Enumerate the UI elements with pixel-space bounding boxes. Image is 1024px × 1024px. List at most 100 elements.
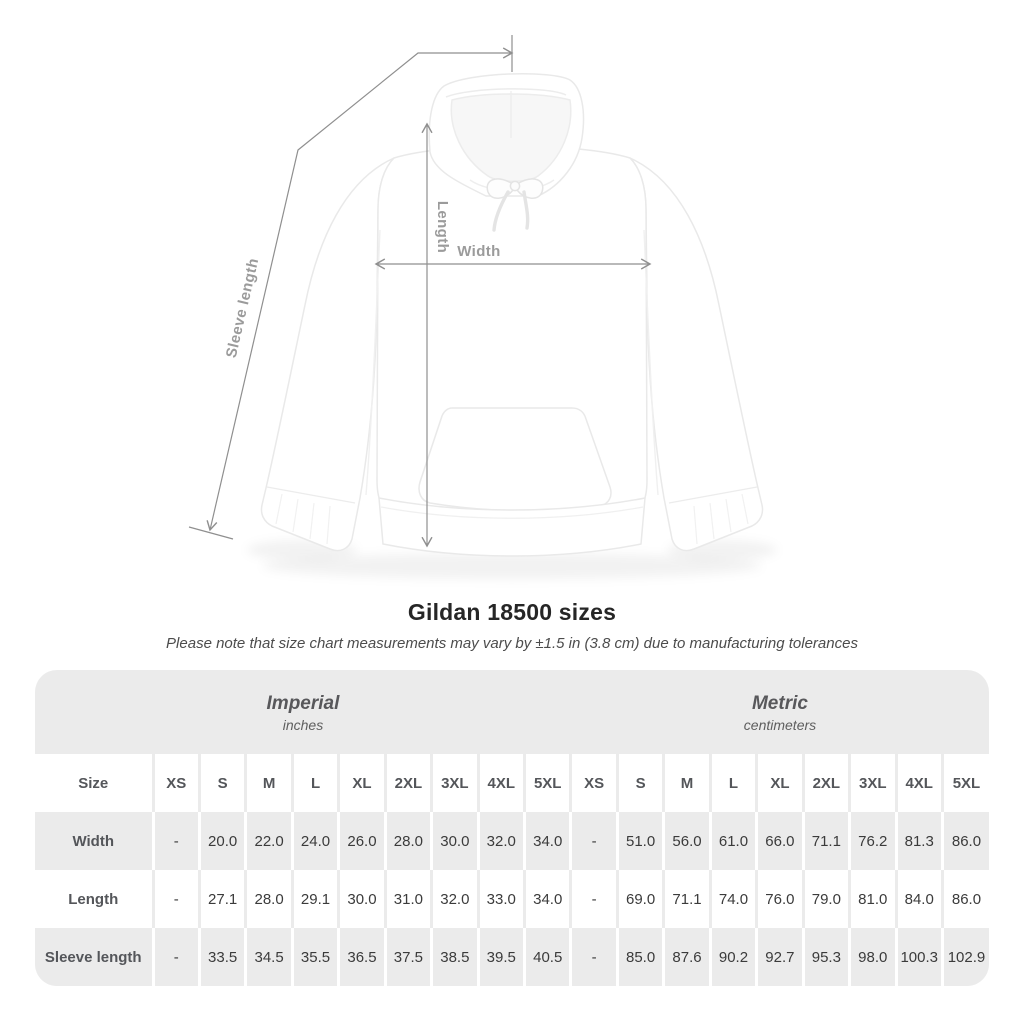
size-column-header: XS xyxy=(570,754,619,812)
size-column-header: M xyxy=(663,754,712,812)
size-column-header: 2XL xyxy=(385,754,434,812)
size-column-header: L xyxy=(292,754,341,812)
size-value-cell: 95.3 xyxy=(803,928,852,986)
size-column-header: XL xyxy=(756,754,805,812)
size-value-cell: 40.5 xyxy=(524,928,573,986)
size-column-header: 4XL xyxy=(896,754,944,812)
imperial-label: Imperial xyxy=(266,693,340,715)
size-column-header: 2XL xyxy=(803,754,852,812)
size-value-cell: 98.0 xyxy=(849,928,898,986)
size-value-cell: 28.0 xyxy=(245,870,294,928)
size-value-cell: 36.5 xyxy=(338,928,387,986)
size-value-cell: 38.5 xyxy=(431,928,480,986)
size-value-cell: 66.0 xyxy=(756,812,805,870)
size-column-header: M xyxy=(245,754,294,812)
size-value-cell: 20.0 xyxy=(199,812,248,870)
size-value-cell: 34.0 xyxy=(524,812,573,870)
size-value-cell: 84.0 xyxy=(896,870,944,928)
measurement-lines xyxy=(188,35,652,548)
size-value-cell: - xyxy=(570,870,619,928)
hoodie-measurement-diagram: Sleeve length Length Width xyxy=(188,35,777,579)
size-value-cell: 39.5 xyxy=(478,928,527,986)
page-subtitle: Please note that size chart measurements… xyxy=(166,635,858,652)
size-value-cell: 34.5 xyxy=(245,928,294,986)
measurement-row-label: Length xyxy=(35,870,155,928)
size-value-cell: - xyxy=(153,928,201,986)
size-value-cell: 34.0 xyxy=(524,870,573,928)
size-value-cell: 32.0 xyxy=(431,870,480,928)
size-value-cell: 90.2 xyxy=(710,928,759,986)
size-value-cell: 37.5 xyxy=(385,928,434,986)
size-header-row: Size XS S M L XL 2XL 3XL 4XL 5XL XS S M L XL 2XL 3XL 4XL… xyxy=(35,754,989,812)
size-value-cell: - xyxy=(570,928,619,986)
size-column-header: XS xyxy=(153,754,201,812)
size-column-header: 5XL xyxy=(524,754,573,812)
size-value-cell: 102.9 xyxy=(942,928,989,986)
measurement-row-label: Sleeve length xyxy=(35,928,155,986)
size-value-cell: 32.0 xyxy=(478,812,527,870)
sleeve-length-bottom-tick xyxy=(188,526,234,540)
size-value-cell: 71.1 xyxy=(803,812,852,870)
hoodie-shadow xyxy=(247,540,777,579)
page-title: Gildan 18500 sizes xyxy=(407,599,617,625)
size-table: Imperial inches Metric centimeters Size … xyxy=(35,670,989,986)
size-value-cell: 56.0 xyxy=(663,812,712,870)
size-value-cell: 22.0 xyxy=(245,812,294,870)
size-value-cell: 76.2 xyxy=(849,812,898,870)
size-column-header: XL xyxy=(338,754,387,812)
metric-unit-label: centimeters xyxy=(743,716,817,733)
measurement-row: Width -20.0 22.0 24.0 26.0 28.0 30.0 32.0 34.0-5… xyxy=(35,812,989,870)
size-value-cell: 61.0 xyxy=(710,812,759,870)
size-column-header: 4XL xyxy=(478,754,527,812)
size-value-cell: - xyxy=(153,870,201,928)
size-value-cell: 26.0 xyxy=(338,812,387,870)
size-value-cell: 71.1 xyxy=(663,870,712,928)
size-value-cell: 33.5 xyxy=(199,928,248,986)
hoodie-pocket xyxy=(418,407,612,512)
size-value-cell: 33.0 xyxy=(478,870,527,928)
size-value-cell: 79.0 xyxy=(803,870,852,928)
size-column-header: S xyxy=(199,754,248,812)
size-value-cell: 28.0 xyxy=(385,812,434,870)
size-column-header: 3XL xyxy=(431,754,480,812)
size-value-cell: 24.0 xyxy=(292,812,341,870)
width-label: Width xyxy=(457,243,501,260)
sleeve-length-label: Sleeve length xyxy=(223,256,262,359)
size-column-header: 3XL xyxy=(849,754,898,812)
size-value-cell: 30.0 xyxy=(338,870,387,928)
size-value-cell: - xyxy=(570,812,619,870)
size-value-cell: 35.5 xyxy=(292,928,341,986)
size-header-cell: Size xyxy=(35,754,155,812)
metric-label: Metric xyxy=(751,693,808,715)
measurement-row: Sleeve length -33.5 34.5 35.5 36.5 37.5 38.5 39… xyxy=(35,928,989,986)
sleeve-length-line xyxy=(206,47,514,532)
size-value-cell: 76.0 xyxy=(756,870,805,928)
length-label: Length xyxy=(434,201,451,253)
size-value-cell: 86.0 xyxy=(942,870,989,928)
measurement-row: Length -27.1 28.0 29.1 30.0 31.0 32.0 33.0 34.0-… xyxy=(35,870,989,928)
size-column-header: S xyxy=(617,754,666,812)
size-value-cell: 100.3 xyxy=(896,928,944,986)
imperial-group-header: Imperial inches xyxy=(35,670,571,754)
size-value-cell: 30.0 xyxy=(431,812,480,870)
unit-header-row: Imperial inches Metric centimeters xyxy=(35,670,989,754)
size-table-card: Imperial inches Metric centimeters Size … xyxy=(35,670,989,986)
size-value-cell: 81.0 xyxy=(849,870,898,928)
size-value-cell: 51.0 xyxy=(617,812,666,870)
size-value-cell: 29.1 xyxy=(292,870,341,928)
size-column-header: L xyxy=(710,754,759,812)
size-value-cell: 69.0 xyxy=(617,870,666,928)
size-value-cell: 86.0 xyxy=(942,812,989,870)
size-column-header: 5XL xyxy=(942,754,989,812)
size-value-cell: 81.3 xyxy=(896,812,944,870)
hoodie-illustration xyxy=(260,73,764,557)
size-value-cell: 85.0 xyxy=(617,928,666,986)
size-value-cell: 31.0 xyxy=(385,870,434,928)
size-value-cell: 74.0 xyxy=(710,870,759,928)
size-value-cell: 87.6 xyxy=(663,928,712,986)
imperial-unit-label: inches xyxy=(282,716,324,733)
measurement-row-label: Width xyxy=(35,812,155,870)
metric-group-header: Metric centimeters xyxy=(571,670,989,754)
size-value-cell: 27.1 xyxy=(199,870,248,928)
